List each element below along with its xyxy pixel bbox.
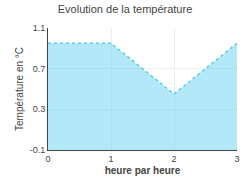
svg-text:3: 3 (234, 154, 239, 164)
svg-text:heure par heure: heure par heure (105, 165, 181, 176)
svg-text:2: 2 (171, 154, 176, 164)
svg-text:-0.1: -0.1 (30, 145, 46, 155)
svg-text:0.3: 0.3 (33, 104, 46, 114)
svg-text:Evolution de la température: Evolution de la température (58, 3, 193, 15)
svg-text:1: 1 (108, 154, 113, 164)
svg-text:1.1: 1.1 (33, 23, 46, 33)
svg-text:Température en °C: Température en °C (14, 47, 25, 131)
svg-text:0.7: 0.7 (33, 64, 46, 74)
svg-text:0: 0 (45, 154, 50, 164)
